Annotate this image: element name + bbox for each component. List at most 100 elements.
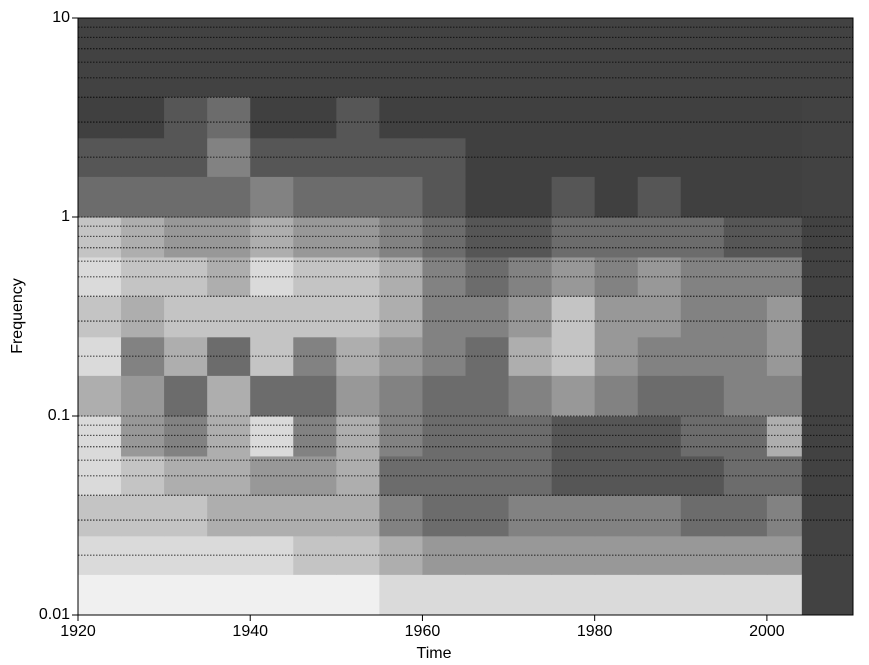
heat-cell [207,296,251,338]
heat-cell [379,176,423,218]
heat-cell [164,176,208,218]
heat-cell [723,375,768,417]
heat-cell [78,416,122,457]
heat-cell [422,97,466,139]
heat-cell [723,217,768,258]
heat-cell [551,176,596,218]
heat-cell [164,574,208,616]
heat-cell [78,176,122,218]
heat-cell [78,217,122,258]
heat-cell [508,535,553,575]
heat-cell [379,217,423,258]
heat-cell [508,217,553,258]
heat-cell [508,296,553,338]
heat-cell [766,176,802,218]
heat-cell [121,217,165,258]
heat-cell [293,574,337,616]
heat-cell [594,97,639,139]
heat-cell [508,256,553,297]
heat-cell [121,336,165,376]
heat-cell [465,495,510,537]
heat-cell [637,176,682,218]
heat-cell [465,375,510,417]
heat-cell [723,296,768,338]
heat-cell [508,336,553,376]
heat-cell [637,455,682,496]
heat-cell [637,574,682,616]
heat-cell [594,375,639,417]
y-tick-label: 1 [61,208,70,225]
heat-cell [637,375,682,417]
heat-cell [637,416,682,457]
heat-cell [594,574,639,616]
heat-cell [379,336,423,376]
heat-cell [637,217,682,258]
heat-cell [680,574,725,616]
heat-cell [164,97,208,139]
heat-cell [379,97,423,139]
heat-cell [637,296,682,338]
heat-cell [551,217,596,258]
heat-cell [78,574,122,616]
heat-cell [121,176,165,218]
heat-cell [551,97,596,139]
x-axis-label: Time [417,645,452,662]
heat-cell [207,375,251,417]
x-tick-label: 1980 [577,623,613,640]
heat-cell [293,375,337,417]
heat-cell [336,97,380,139]
heat-cell [336,495,380,537]
heat-cell [164,495,208,537]
x-tick-label: 1920 [60,623,96,640]
heat-cell [293,97,337,139]
heat-cell [508,176,553,218]
heat-cell [465,217,510,258]
x-tick-label: 1960 [405,623,441,640]
heat-cell [379,137,423,177]
heat-cell [594,416,639,457]
heat-cell [336,217,380,258]
heat-cell [164,416,208,457]
heat-cell [250,176,294,218]
heat-cell [422,495,466,537]
heat-cell [422,176,466,218]
heat-cell [766,217,802,258]
heat-cell [422,574,466,616]
heat-cell [465,97,510,139]
heat-cell [508,97,553,139]
heat-cell [121,574,165,616]
heat-cell [551,296,596,338]
heat-cell [508,455,553,496]
x-tick-label: 1940 [232,623,268,640]
heat-cell [766,296,802,338]
heat-cell [250,416,294,457]
heat-cell [250,495,294,537]
heat-cell [508,495,553,537]
heat-cell [78,296,122,338]
heat-cell [766,495,802,537]
heat-cell [594,495,639,537]
y-tick-label: 10 [52,9,70,26]
heat-cell [379,495,423,537]
heat-cell [551,574,596,616]
heat-cell [336,574,380,616]
heat-cell [250,336,294,376]
heat-cell [121,455,165,496]
heat-cell [551,416,596,457]
heat-cell [766,375,802,417]
heat-cell [723,97,768,139]
heat-cell [723,495,768,537]
heat-cell [465,574,510,616]
heat-cell [250,455,294,496]
heat-cell [293,176,337,218]
heat-cell [164,296,208,338]
heat-cell [164,217,208,258]
heat-cell [680,495,725,537]
heat-cell [293,217,337,258]
heat-cell [250,296,294,338]
heat-cell [551,495,596,537]
heat-cell [637,535,682,575]
heat-cell [766,574,802,616]
heat-cell [121,137,165,177]
